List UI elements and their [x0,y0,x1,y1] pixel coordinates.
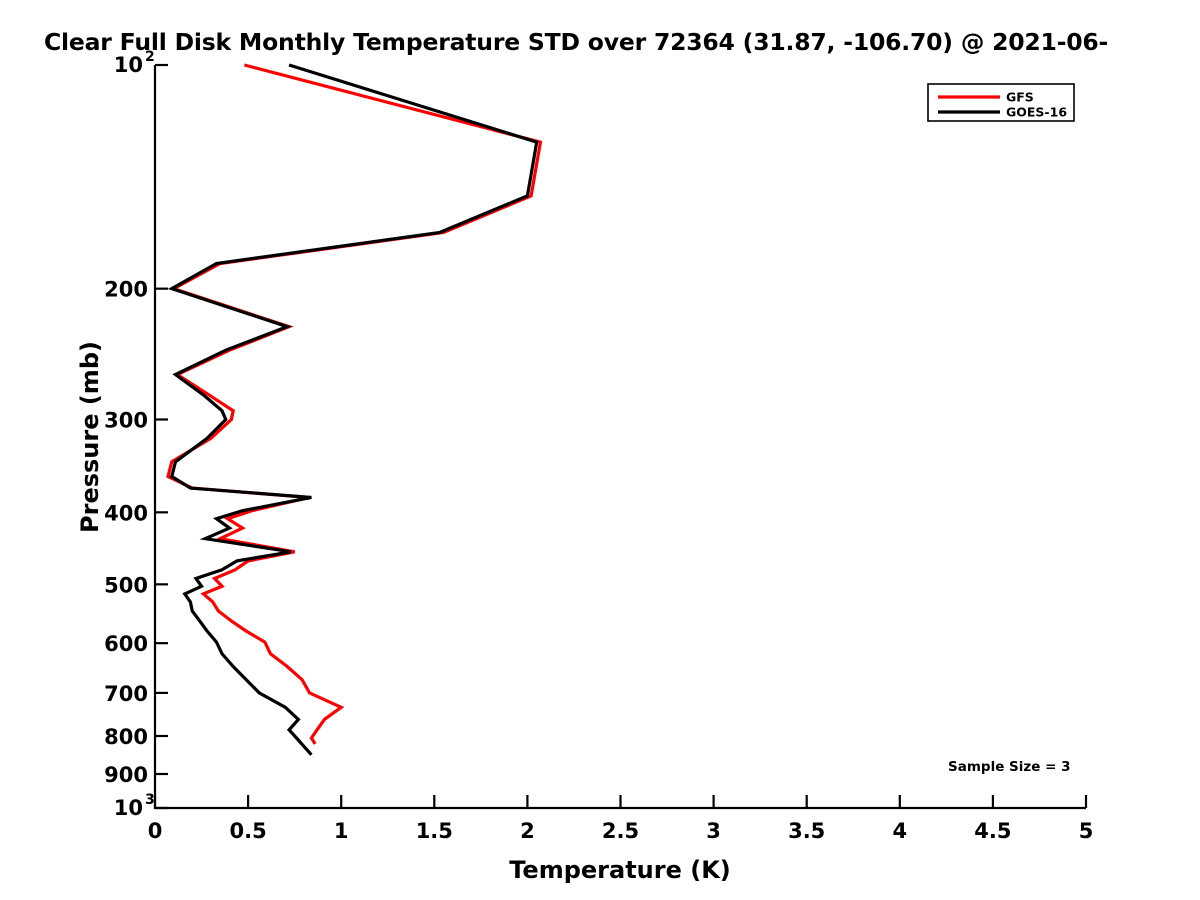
y-axis-title: Pressure (mb) [76,341,104,533]
sample-size-annotation: Sample Size = 3 [948,759,1071,775]
y-tick-label-400: 400 [104,501,148,525]
x-axis-tick-labels: 0 0.5 1 1.5 2 2.5 3 3.5 4 4.5 5 [148,819,1094,843]
x-tick-label-9: 4.5 [974,819,1011,843]
legend-label-goes16: GOES-16 [1006,105,1067,120]
legend-label-gfs: GFS [1006,90,1034,105]
x-tick-label-8: 4 [892,819,907,843]
x-tick-label-1: 0.5 [229,819,266,843]
y-tick-label-100: 10 [114,53,143,77]
y-tick-label-700: 700 [104,682,148,706]
x-tick-label-2: 1 [334,819,349,843]
series-line-gfs [166,63,543,745]
y-tick-label-500: 500 [104,573,148,597]
axis-spines [153,65,1086,810]
x-axis-title: Temperature (K) [509,856,731,884]
x-axis-ticks [153,795,1088,808]
y-tick-label-200: 200 [104,278,148,302]
x-tick-label-7: 3.5 [788,819,825,843]
y-tick-label-900: 900 [104,763,148,787]
x-tick-label-5: 2.5 [602,819,639,843]
y-tick-label-exp-100: 2 [145,49,155,65]
y-tick-label-300: 300 [104,409,148,433]
legend: GFS GOES-16 [927,83,1075,122]
x-tick-label-3: 1.5 [416,819,453,843]
page-title: Clear Full Disk Monthly Temperature STD … [44,28,1109,56]
x-tick-label-6: 3 [706,819,721,843]
series-line-goes-16 [167,63,539,756]
y-axis-ticks [155,63,168,810]
x-tick-label-10: 5 [1079,819,1094,843]
data-series-group [166,63,543,756]
legend-box [927,83,1075,122]
x-tick-label-0: 0 [148,819,163,843]
axis-frame [153,65,1086,810]
y-tick-label-1000: 10 [114,796,143,820]
x-tick-label-4: 2 [520,819,535,843]
y-tick-label-exp-1000: 3 [145,792,155,808]
y-tick-label-600: 600 [104,632,148,656]
y-tick-label-800: 800 [104,725,148,749]
